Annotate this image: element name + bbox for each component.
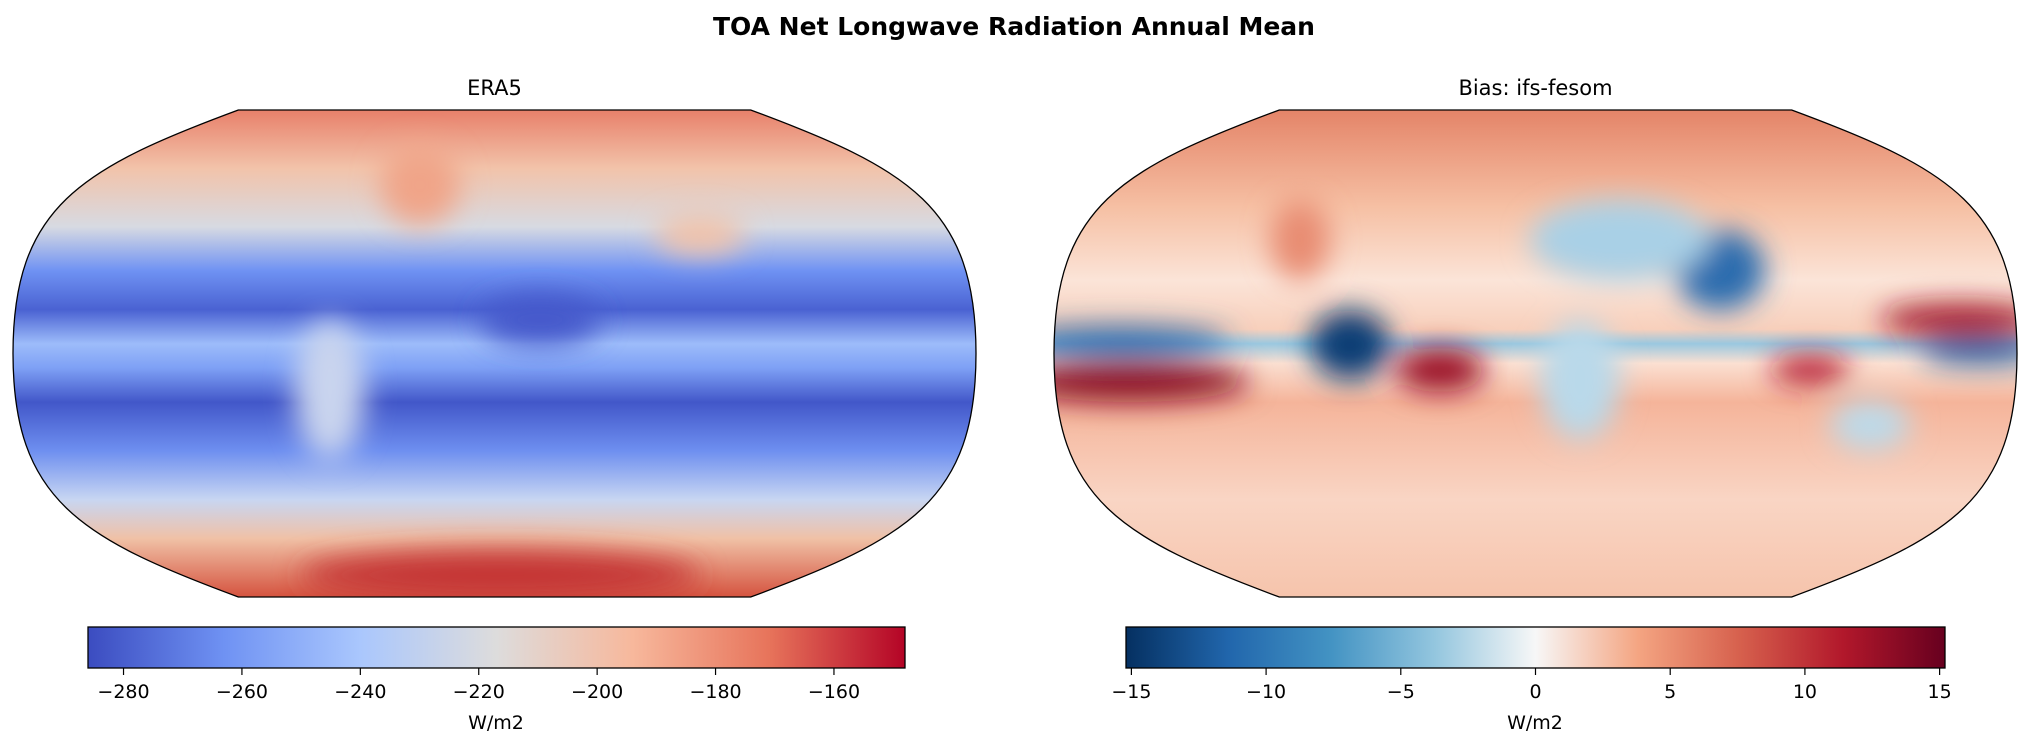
map-bias [1053,109,2018,598]
colorbar-bias-tick-label: 0 [1529,681,1541,703]
colorbar-era5-label: W/m2 [468,712,524,734]
map-border-bias [1053,109,2018,598]
figure-title: TOA Net Longwave Radiation Annual Mean [713,12,1315,41]
colorbar-bias-tick-label: −15 [1111,681,1151,703]
colorbar-bias-tick-label: 15 [1928,681,1952,703]
map-border-era5 [12,109,977,598]
colorbar-era5-tick-label: −200 [571,681,623,703]
panel-title-era5: ERA5 [467,76,522,100]
colorbar-era5-tick-label: −280 [97,681,149,703]
colorbar-bias-tick-label: 5 [1664,681,1676,703]
map-era5 [12,109,977,598]
colorbar-bias-tick-label: 10 [1793,681,1817,703]
colorbar-era5: −280 −260 −240 −220 −200 −180 −160 W/m2 [87,626,906,734]
colorbar-era5-tick-label: −220 [453,681,505,703]
colorbar-bias-tick-label: −5 [1387,681,1415,703]
panel-title-bias: Bias: ifs-fesom [1458,76,1613,100]
era5-field [13,110,976,597]
colorbar-era5-tick-label: −180 [689,681,741,703]
bias-features [1054,200,2017,450]
era5-features [295,145,745,597]
colorbar-era5-tick-label: −160 [808,681,860,703]
bias-field [1054,110,2017,597]
colorbar-era5-tick-label: −260 [216,681,268,703]
colorbar-bias: −15 −10 −5 0 5 10 15 W/m2 [1111,626,1952,734]
colorbar-bias-tick-label: −10 [1246,681,1286,703]
colorbar-era5-tick-label: −240 [334,681,386,703]
colorbar-era5-gradient [87,626,906,669]
colorbar-bias-gradient [1125,626,1946,669]
colorbar-bias-label: W/m2 [1507,712,1563,734]
